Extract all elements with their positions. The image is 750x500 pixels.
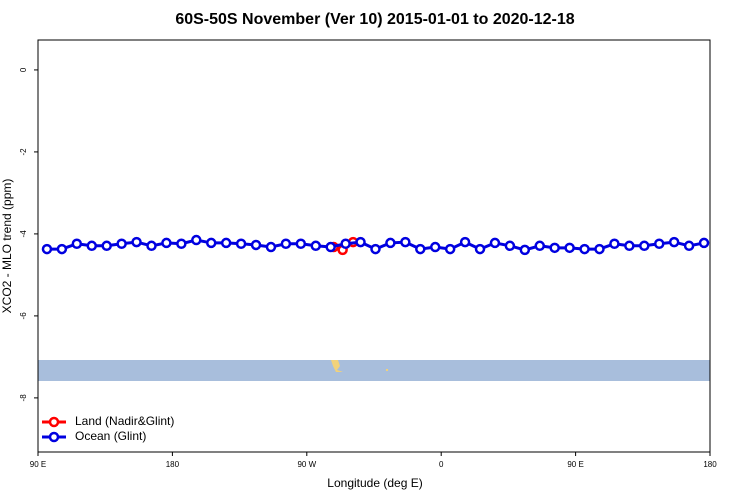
data-point: [295, 238, 307, 249]
x-tick-label: 90 W: [297, 460, 316, 469]
data-point: [131, 236, 142, 248]
data-point: [534, 240, 546, 252]
legend-marker: [48, 416, 60, 428]
data-point: [639, 240, 650, 252]
data-point: [653, 238, 665, 249]
data-point: [459, 236, 471, 248]
data-point: [519, 244, 531, 256]
x-tick-label: 90 E: [30, 460, 46, 469]
data-point: [235, 238, 247, 249]
data-point: [161, 237, 172, 249]
data-point: [400, 236, 411, 248]
land-patch: [331, 360, 343, 372]
y-tick-label: -2: [19, 148, 28, 156]
data-point: [415, 243, 426, 255]
data-point: [56, 243, 68, 255]
data-point: [220, 237, 232, 249]
x-axis-label: Longitude (deg E): [327, 476, 422, 490]
legend-text: Ocean (Glint): [75, 429, 146, 443]
data-point: [250, 239, 262, 251]
y-axis-label: XCO2 - MLO trend (ppm): [0, 179, 14, 314]
x-tick-label: 180: [703, 460, 717, 469]
data-point: [355, 236, 366, 248]
data-point: [698, 237, 710, 249]
data-point: [564, 242, 575, 254]
y-tick-label: -8: [19, 394, 28, 402]
data-point: [191, 234, 202, 246]
data-point: [370, 243, 381, 255]
x-tick-label: 0: [439, 460, 444, 469]
data-point: [340, 238, 351, 249]
data-point: [325, 241, 336, 253]
data-point: [444, 243, 456, 255]
data-point: [504, 240, 516, 252]
data-point: [176, 238, 187, 249]
plot-frame: [37, 39, 711, 453]
y-tick-label: -4: [19, 230, 28, 238]
x-tick-label: 180: [166, 460, 180, 469]
data-point: [310, 240, 322, 252]
legend-marker: [48, 431, 60, 443]
data-point: [668, 236, 680, 248]
map-strip: [38, 360, 710, 381]
data-point: [549, 242, 560, 254]
data-point: [101, 240, 112, 252]
land-patch: [386, 369, 388, 371]
data-point: [429, 241, 441, 253]
data-point: [146, 240, 157, 252]
data-point: [624, 240, 635, 252]
data-point: [579, 243, 590, 255]
data-point: [71, 238, 83, 249]
chart-title: 60S-50S November (Ver 10) 2015-01-01 to …: [175, 11, 574, 28]
legend-text: Land (Nadir&Glint): [75, 414, 174, 428]
data-point: [474, 243, 486, 255]
data-point: [594, 243, 605, 255]
x-tick-label: 90 E: [567, 460, 583, 469]
data-point: [489, 237, 501, 249]
data-point: [609, 238, 620, 249]
data-point: [385, 237, 396, 249]
data-point: [41, 243, 53, 255]
data-point: [86, 240, 98, 252]
data-point: [205, 237, 217, 249]
data-point: [683, 240, 695, 252]
data-point: [116, 238, 127, 249]
y-tick-label: 0: [19, 67, 28, 72]
data-point: [280, 238, 292, 249]
data-point: [265, 241, 277, 253]
y-tick-label: -6: [19, 312, 28, 320]
